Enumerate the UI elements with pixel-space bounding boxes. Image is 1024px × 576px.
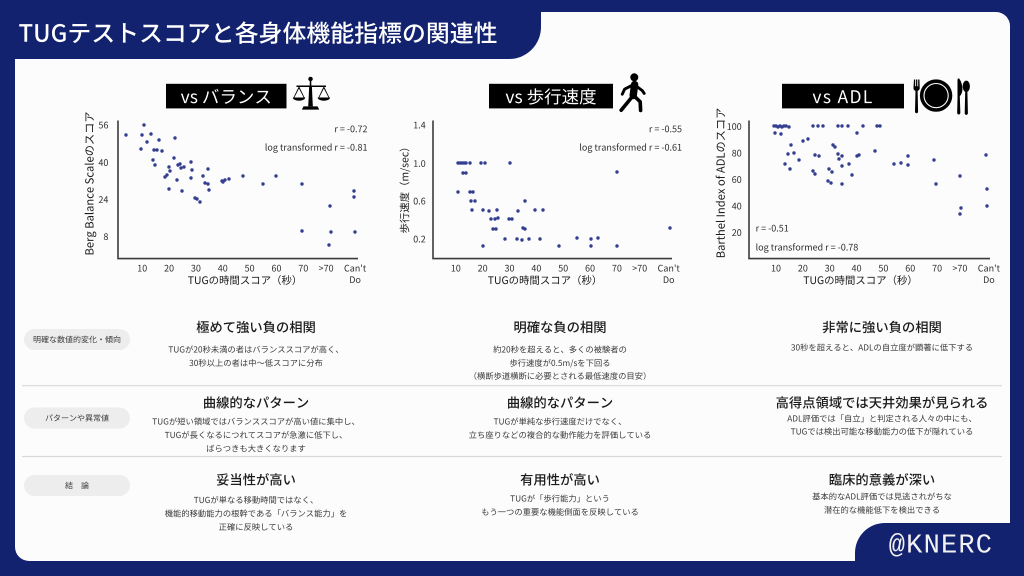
svg-text:@KNERC: @KNERC [889,532,993,562]
